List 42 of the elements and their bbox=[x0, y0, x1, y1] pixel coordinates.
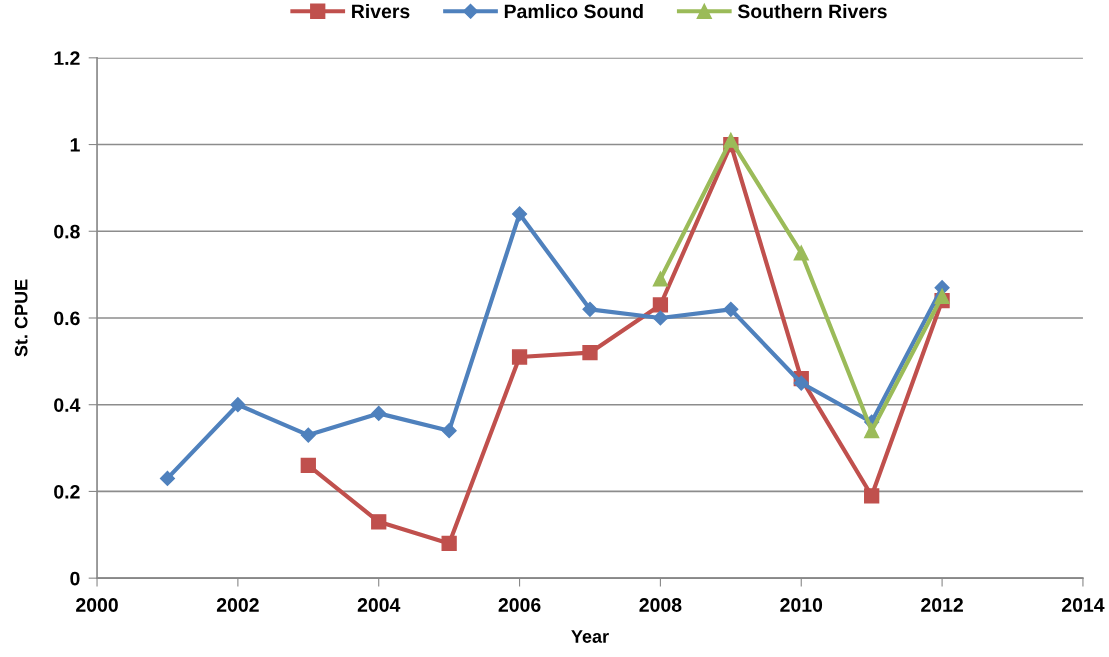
point bbox=[511, 206, 528, 222]
x-tick-label: 2012 bbox=[921, 598, 963, 612]
y-tick-label: 0.2 bbox=[54, 484, 80, 499]
x-tick-label: 2014 bbox=[1061, 598, 1105, 612]
point bbox=[652, 271, 669, 287]
y-tick-label: 1.2 bbox=[54, 51, 80, 65]
legend-label: Pamlico Sound bbox=[504, 3, 643, 19]
point bbox=[230, 397, 246, 413]
point bbox=[723, 132, 739, 148]
x-tick-label: 2000 bbox=[76, 598, 118, 612]
y-tick-label: 0.6 bbox=[54, 311, 80, 326]
point bbox=[300, 457, 316, 474]
point bbox=[159, 470, 176, 486]
legend-label: Southern Rivers bbox=[737, 3, 887, 19]
y-tick-label: 1 bbox=[70, 138, 80, 152]
x-tick-label: 2010 bbox=[780, 598, 823, 612]
point bbox=[441, 535, 457, 552]
point bbox=[793, 245, 809, 261]
x-tick-label: 2002 bbox=[216, 598, 259, 612]
point bbox=[934, 288, 950, 304]
y-axis-title: St. CPUE bbox=[14, 279, 28, 357]
point bbox=[582, 301, 598, 317]
x-tick-label: 2006 bbox=[498, 598, 541, 612]
x-axis-title: Year bbox=[571, 630, 609, 643]
point bbox=[652, 297, 669, 313]
y-tick-label: 0.8 bbox=[54, 224, 80, 239]
point bbox=[371, 405, 387, 421]
y-tick-label: 0 bbox=[70, 571, 80, 586]
point bbox=[511, 349, 528, 365]
point bbox=[864, 423, 880, 439]
point bbox=[371, 514, 387, 530]
y-tick-label: 0.4 bbox=[54, 398, 81, 412]
point bbox=[441, 423, 457, 439]
point bbox=[300, 427, 316, 443]
legend-label: Rivers bbox=[352, 3, 410, 19]
x-tick-label: 2008 bbox=[639, 598, 682, 612]
point bbox=[793, 375, 809, 391]
x-tick-label: 2004 bbox=[357, 598, 401, 612]
point bbox=[652, 310, 668, 326]
point bbox=[582, 345, 598, 361]
point bbox=[723, 301, 739, 317]
point bbox=[864, 488, 880, 504]
